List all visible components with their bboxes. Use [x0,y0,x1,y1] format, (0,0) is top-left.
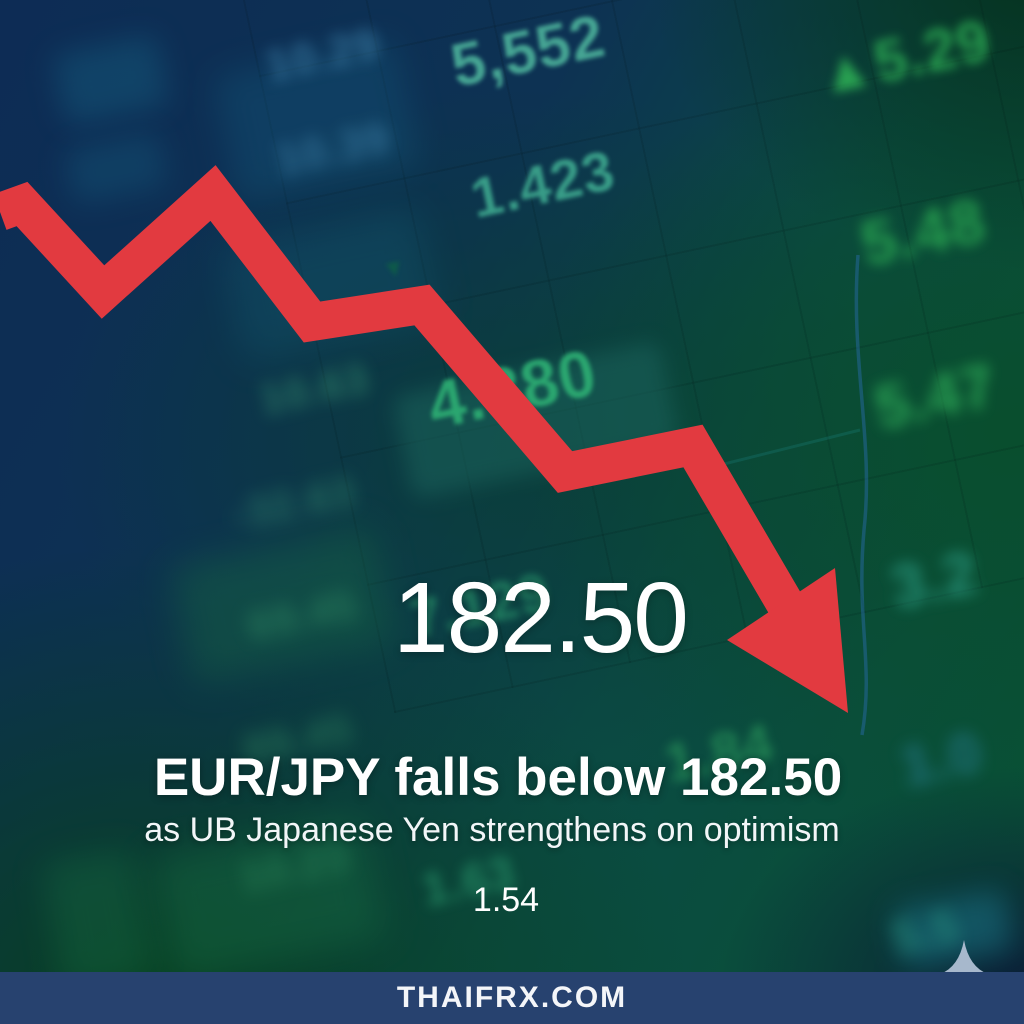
headline: EUR/JPY falls below 182.50 [153,748,843,807]
arrowhead [727,568,848,713]
footnote-value: 1.54 [472,881,540,919]
footer-bar: THAIFRX.COM [0,972,1024,1024]
subheadline: as UB Japanese Yen strengthens on optimi… [144,811,840,849]
site-url: THAIFRX.COM [396,981,628,1014]
price-callout: 182.50 [393,562,689,674]
